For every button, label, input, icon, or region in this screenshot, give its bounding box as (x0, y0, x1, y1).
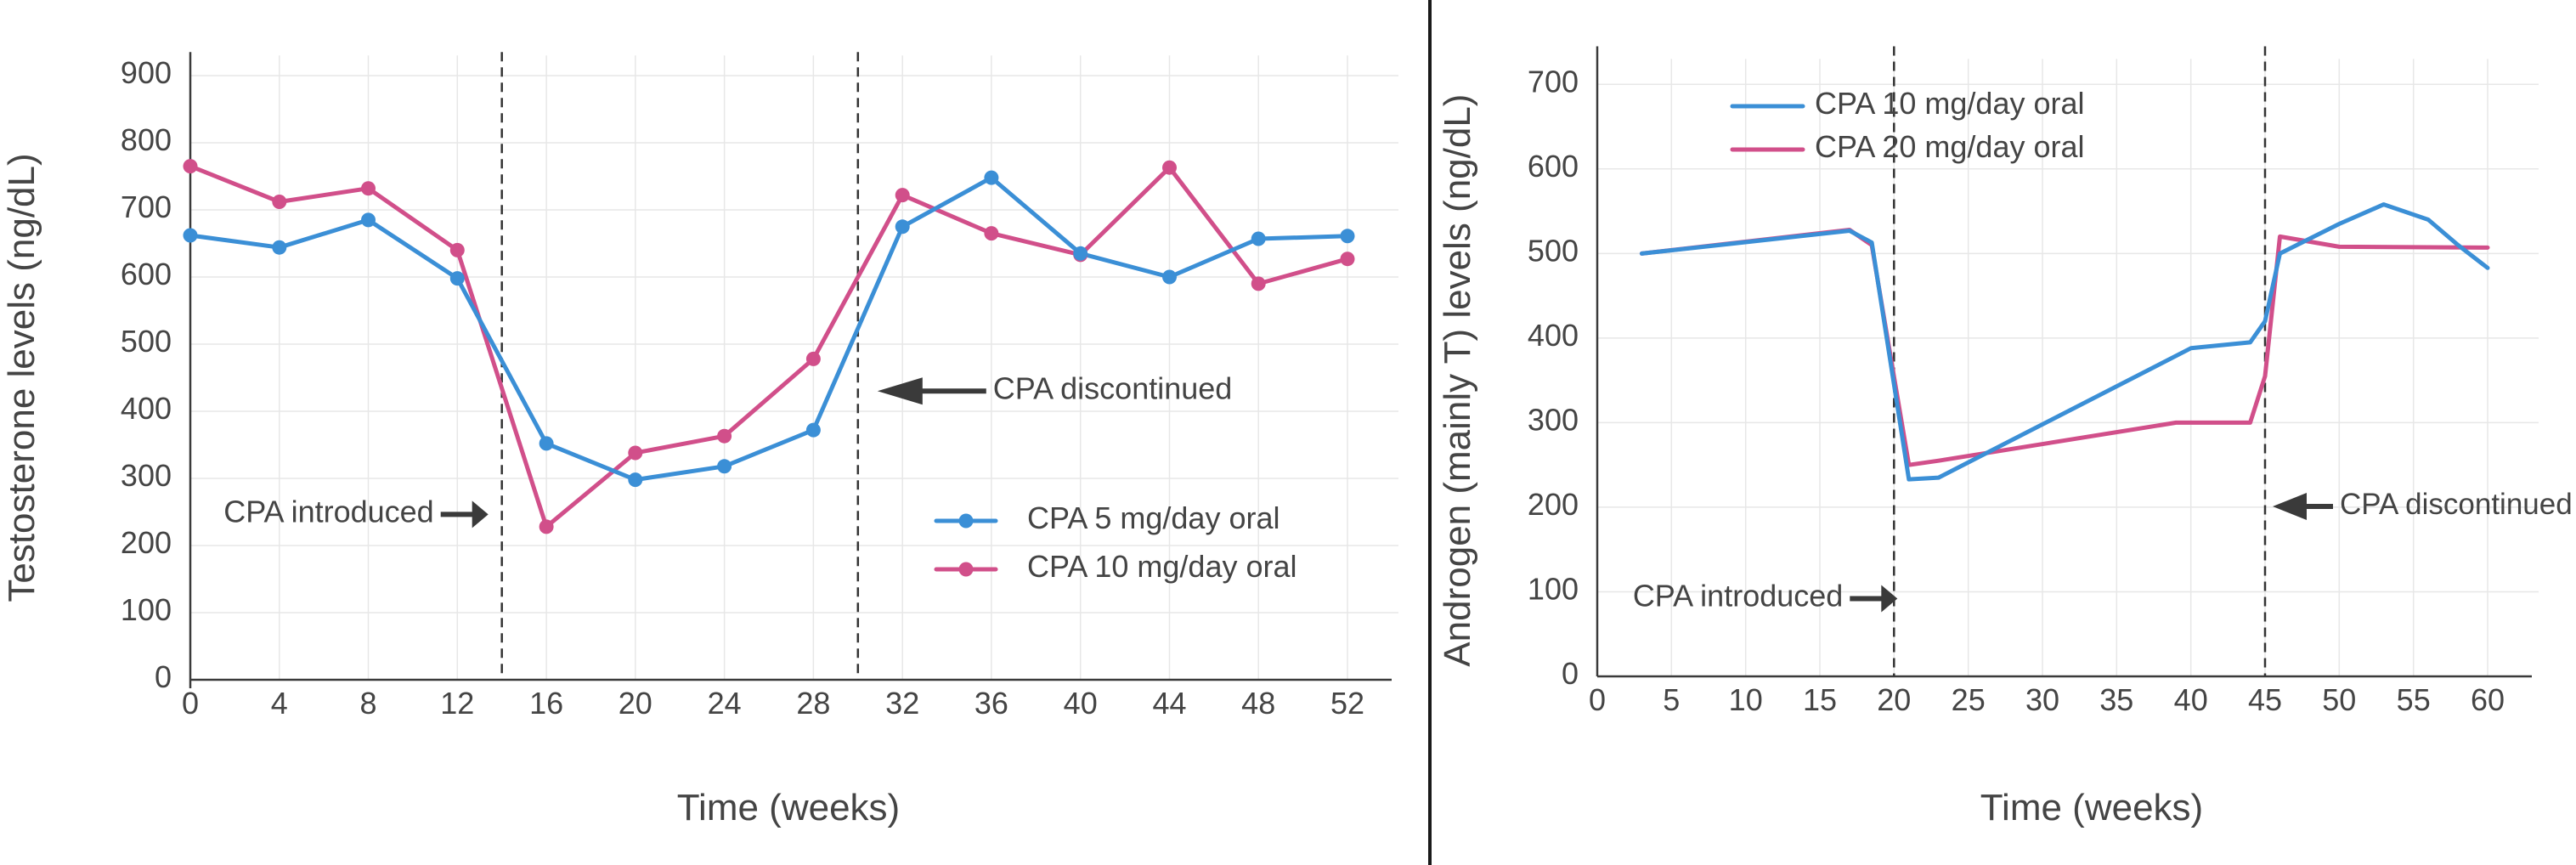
svg-text:52: 52 (1330, 686, 1364, 721)
svg-text:CPA introduced: CPA introduced (1633, 579, 1843, 613)
svg-text:8: 8 (359, 686, 376, 721)
svg-text:36: 36 (974, 686, 1008, 721)
svg-text:48: 48 (1241, 686, 1275, 721)
svg-text:600: 600 (1528, 149, 1579, 184)
svg-text:CPA 5 mg/day oral: CPA 5 mg/day oral (1027, 500, 1280, 535)
svg-text:0: 0 (182, 686, 199, 721)
svg-text:CPA 10 mg/day oral: CPA 10 mg/day oral (1027, 549, 1297, 584)
svg-text:4: 4 (271, 686, 288, 721)
svg-text:32: 32 (885, 686, 919, 721)
svg-text:12: 12 (440, 686, 474, 721)
svg-text:500: 500 (1528, 233, 1579, 268)
svg-text:700: 700 (121, 189, 172, 224)
svg-text:100: 100 (1528, 572, 1579, 607)
svg-text:20: 20 (1877, 682, 1911, 717)
svg-text:200: 200 (1528, 487, 1579, 522)
svg-text:24: 24 (708, 686, 742, 721)
svg-text:0: 0 (1562, 656, 1579, 691)
svg-text:200: 200 (121, 525, 172, 560)
svg-text:CPA 20 mg/day oral: CPA 20 mg/day oral (1815, 129, 2085, 164)
svg-text:16: 16 (529, 686, 563, 721)
svg-text:0: 0 (1589, 682, 1606, 717)
svg-text:20: 20 (619, 686, 652, 721)
svg-text:40: 40 (2174, 682, 2208, 717)
svg-text:400: 400 (1528, 318, 1579, 353)
svg-text:800: 800 (121, 122, 172, 157)
svg-text:15: 15 (1803, 682, 1837, 717)
svg-text:400: 400 (121, 391, 172, 426)
svg-text:500: 500 (121, 324, 172, 359)
svg-text:5: 5 (1663, 682, 1680, 717)
svg-text:10: 10 (1729, 682, 1763, 717)
svg-text:CPA discontinued: CPA discontinued (993, 370, 1233, 405)
svg-text:100: 100 (121, 592, 172, 627)
svg-text:35: 35 (2099, 682, 2133, 717)
svg-text:700: 700 (1528, 64, 1579, 99)
svg-text:44: 44 (1152, 686, 1186, 721)
svg-text:0: 0 (155, 659, 172, 694)
svg-text:Androgen (mainly T) levels (ng: Androgen (mainly T) levels (ng/dL) (1437, 94, 1478, 667)
svg-text:CPA introduced: CPA introduced (223, 494, 433, 529)
svg-text:60: 60 (2471, 682, 2505, 717)
svg-text:Time (weeks): Time (weeks) (1980, 787, 2203, 828)
svg-text:600: 600 (121, 257, 172, 291)
svg-text:30: 30 (2025, 682, 2059, 717)
svg-text:300: 300 (121, 458, 172, 493)
svg-text:28: 28 (796, 686, 830, 721)
svg-text:Time (weeks): Time (weeks) (677, 787, 900, 828)
svg-text:900: 900 (121, 55, 172, 90)
svg-text:CPA 10 mg/day oral: CPA 10 mg/day oral (1815, 86, 2085, 121)
svg-text:55: 55 (2397, 682, 2431, 717)
svg-text:25: 25 (1952, 682, 1986, 717)
svg-text:40: 40 (1064, 686, 1098, 721)
svg-text:45: 45 (2248, 682, 2282, 717)
svg-text:50: 50 (2322, 682, 2356, 717)
svg-text:Testosterone levels (ng/dL): Testosterone levels (ng/dL) (1, 153, 42, 602)
svg-text:300: 300 (1528, 402, 1579, 437)
svg-text:CPA discontinued: CPA discontinued (2340, 488, 2573, 521)
